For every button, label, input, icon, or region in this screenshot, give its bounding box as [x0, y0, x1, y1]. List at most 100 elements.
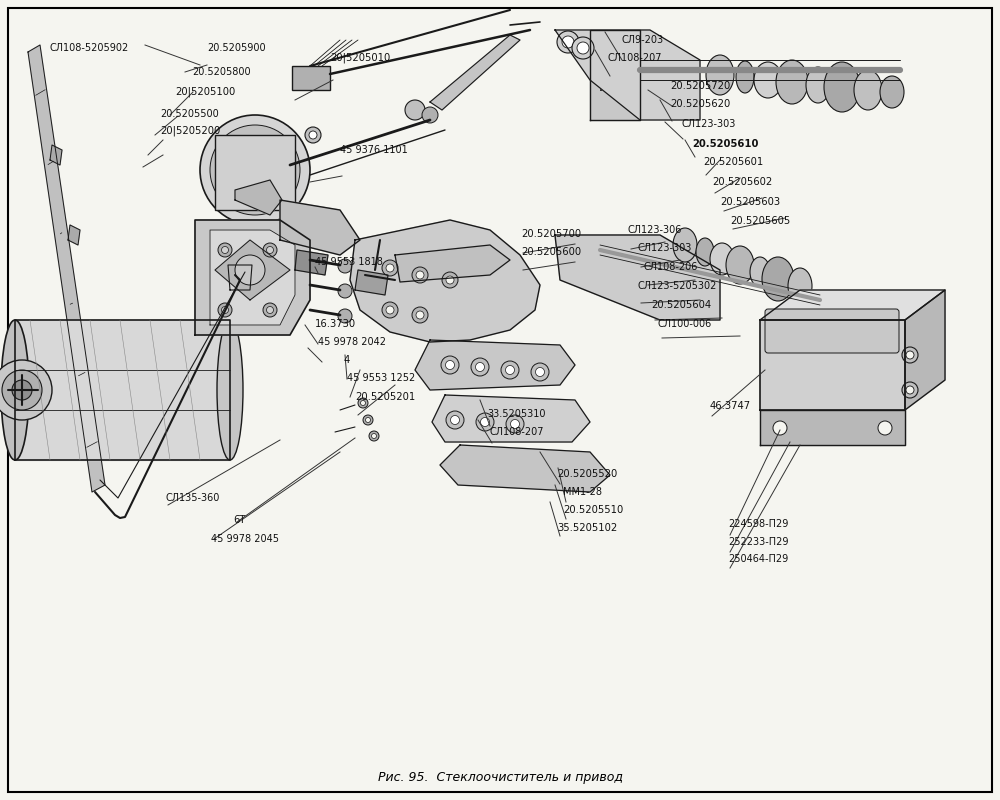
Circle shape [476, 413, 494, 431]
Text: 46.3747: 46.3747 [710, 401, 751, 411]
Text: 20.5205602: 20.5205602 [712, 177, 772, 187]
Circle shape [372, 434, 376, 438]
Circle shape [360, 401, 366, 406]
Text: 35.5205102: 35.5205102 [557, 523, 617, 533]
Circle shape [382, 260, 398, 276]
Text: 20.5205510: 20.5205510 [563, 505, 623, 515]
Circle shape [366, 418, 370, 422]
Circle shape [416, 271, 424, 279]
Text: СЛ108-207: СЛ108-207 [489, 427, 544, 437]
Text: 20.5205601: 20.5205601 [703, 157, 763, 167]
Text: СЛ123-303: СЛ123-303 [681, 119, 735, 129]
Text: 20.5205700: 20.5205700 [521, 229, 581, 239]
Circle shape [405, 100, 425, 120]
Circle shape [363, 415, 373, 425]
Circle shape [210, 125, 300, 215]
Text: 45 9553 1818: 45 9553 1818 [315, 257, 383, 267]
Text: СЛ9-203: СЛ9-203 [622, 35, 664, 45]
Text: 20.5205720: 20.5205720 [670, 81, 730, 91]
Polygon shape [28, 45, 105, 492]
Circle shape [442, 272, 458, 288]
Text: СЛ108-5205902: СЛ108-5205902 [49, 43, 128, 53]
Text: 20.5205600: 20.5205600 [521, 247, 581, 257]
Text: 20|5205010: 20|5205010 [330, 53, 390, 63]
Circle shape [305, 127, 321, 143]
Circle shape [237, 152, 273, 188]
Polygon shape [68, 225, 80, 245]
Polygon shape [760, 410, 905, 445]
Circle shape [218, 243, 232, 257]
Circle shape [878, 421, 892, 435]
Polygon shape [228, 265, 252, 290]
Text: 20.5205610: 20.5205610 [692, 139, 758, 149]
Text: СЛ108-206: СЛ108-206 [644, 262, 698, 272]
Text: СЛ123-5205302: СЛ123-5205302 [637, 281, 716, 291]
Polygon shape [350, 220, 540, 342]
Polygon shape [295, 250, 328, 275]
Text: СЛ108-207: СЛ108-207 [608, 53, 662, 63]
Circle shape [501, 361, 519, 379]
Circle shape [235, 255, 265, 285]
Circle shape [902, 347, 918, 363]
Polygon shape [210, 230, 295, 325]
Ellipse shape [736, 61, 754, 93]
Polygon shape [235, 180, 282, 215]
FancyBboxPatch shape [765, 309, 899, 353]
Text: 45 9376 1101: 45 9376 1101 [340, 145, 408, 155]
Circle shape [441, 356, 459, 374]
Circle shape [200, 115, 310, 225]
Circle shape [446, 276, 454, 284]
Text: 33.5205310: 33.5205310 [487, 409, 546, 419]
Polygon shape [760, 320, 905, 410]
Circle shape [531, 363, 549, 381]
Circle shape [416, 311, 424, 319]
Ellipse shape [776, 60, 808, 104]
Text: 20.5205605: 20.5205605 [730, 216, 790, 226]
Circle shape [338, 309, 352, 323]
Circle shape [266, 306, 274, 314]
Circle shape [266, 246, 274, 254]
Bar [600, 62, 620, 90]
Text: 6Т: 6Т [233, 515, 245, 525]
Circle shape [0, 360, 52, 420]
Ellipse shape [673, 228, 697, 262]
Polygon shape [215, 240, 290, 300]
Circle shape [412, 307, 428, 323]
Ellipse shape [706, 55, 734, 95]
Circle shape [309, 131, 317, 139]
Text: 20.5205900: 20.5205900 [207, 43, 266, 53]
Text: 20.5205500: 20.5205500 [160, 109, 219, 119]
Text: 250464-П29: 250464-П29 [728, 554, 788, 564]
Circle shape [562, 36, 574, 48]
Text: 20|5205200: 20|5205200 [160, 126, 220, 136]
Text: 20.5205800: 20.5205800 [192, 67, 251, 77]
Polygon shape [760, 290, 945, 320]
Circle shape [412, 267, 428, 283]
Circle shape [450, 415, 460, 425]
Text: 20.5205603: 20.5205603 [720, 197, 780, 207]
Circle shape [382, 302, 398, 318]
Circle shape [218, 303, 232, 317]
Circle shape [338, 284, 352, 298]
Text: СЛ135-360: СЛ135-360 [165, 493, 219, 503]
Circle shape [511, 419, 520, 429]
Text: СЛ100-006: СЛ100-006 [657, 319, 711, 329]
Circle shape [386, 306, 394, 314]
Circle shape [906, 351, 914, 359]
Circle shape [263, 243, 277, 257]
Circle shape [222, 306, 228, 314]
Text: 224598-П29: 224598-П29 [728, 519, 788, 529]
Polygon shape [905, 290, 945, 410]
Circle shape [226, 258, 250, 282]
Text: СЛ123-303: СЛ123-303 [637, 243, 691, 253]
Ellipse shape [824, 62, 860, 112]
Polygon shape [590, 30, 640, 120]
Circle shape [557, 31, 579, 53]
Text: ММ1-28: ММ1-28 [563, 487, 602, 497]
Polygon shape [440, 445, 610, 492]
Circle shape [422, 107, 438, 123]
Circle shape [446, 361, 454, 370]
Text: 16.3730: 16.3730 [315, 319, 356, 329]
Circle shape [358, 398, 368, 408]
Circle shape [446, 411, 464, 429]
